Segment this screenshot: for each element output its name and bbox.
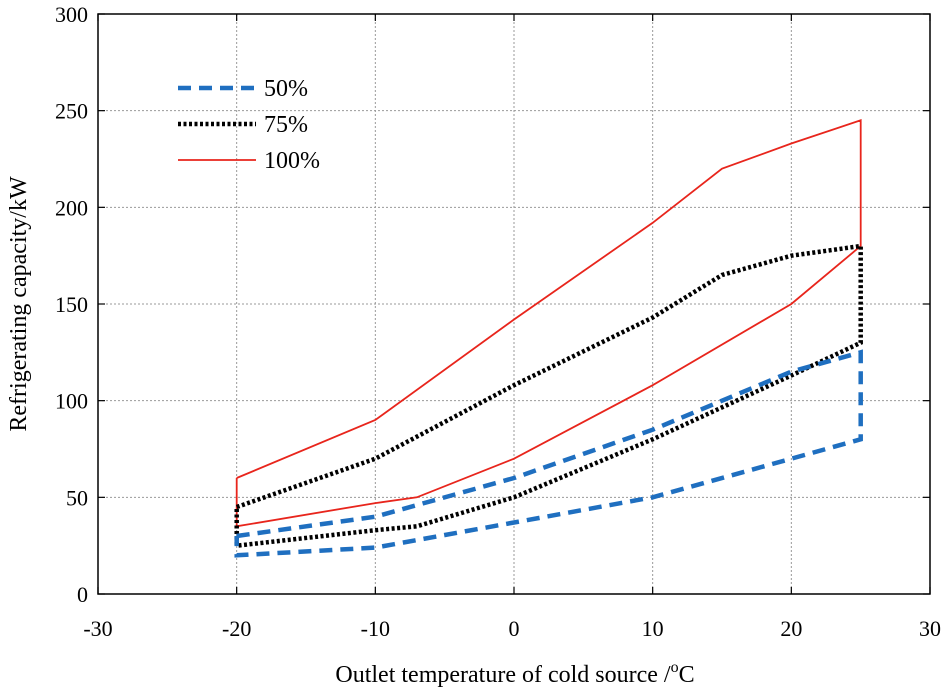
y-tick-label: 150 <box>55 292 88 317</box>
y-tick-label: 200 <box>55 195 88 220</box>
y-tick-label: 50 <box>66 485 88 510</box>
series-line-50-pct <box>234 349 863 558</box>
x-tick-label: -10 <box>361 616 390 641</box>
x-tick-label: 0 <box>509 616 520 641</box>
x-tick-label: -20 <box>222 616 251 641</box>
y-tick-label: 250 <box>55 99 88 124</box>
series-line-100-pct <box>235 119 862 528</box>
x-tick-label: 10 <box>642 616 664 641</box>
legend-label-75-pct: 75% <box>264 112 308 138</box>
y-axis-label: Refrigerating capacity/kW <box>6 176 32 432</box>
y-tick-label: 100 <box>55 389 88 414</box>
x-tick-label: 30 <box>919 616 941 641</box>
x-axis-label: Outlet temperature of cold source /oC <box>335 659 694 688</box>
x-tick-label: 20 <box>780 616 802 641</box>
x-axis-label-text: Outlet temperature of cold source / <box>335 662 671 688</box>
x-axis-label-unit: C <box>679 662 695 688</box>
series-line-75-pct <box>234 243 863 549</box>
legend: 50% 75% 100% <box>178 76 320 174</box>
legend-label-50-pct: 50% <box>264 76 308 102</box>
series-layer <box>234 119 863 558</box>
x-axis-label-unit-sup: o <box>671 659 679 676</box>
y-tick-label: 0 <box>77 582 88 607</box>
x-tick-label: -30 <box>83 616 112 641</box>
y-tick-label: 300 <box>55 2 88 27</box>
legend-label-100-pct: 100% <box>264 148 320 174</box>
